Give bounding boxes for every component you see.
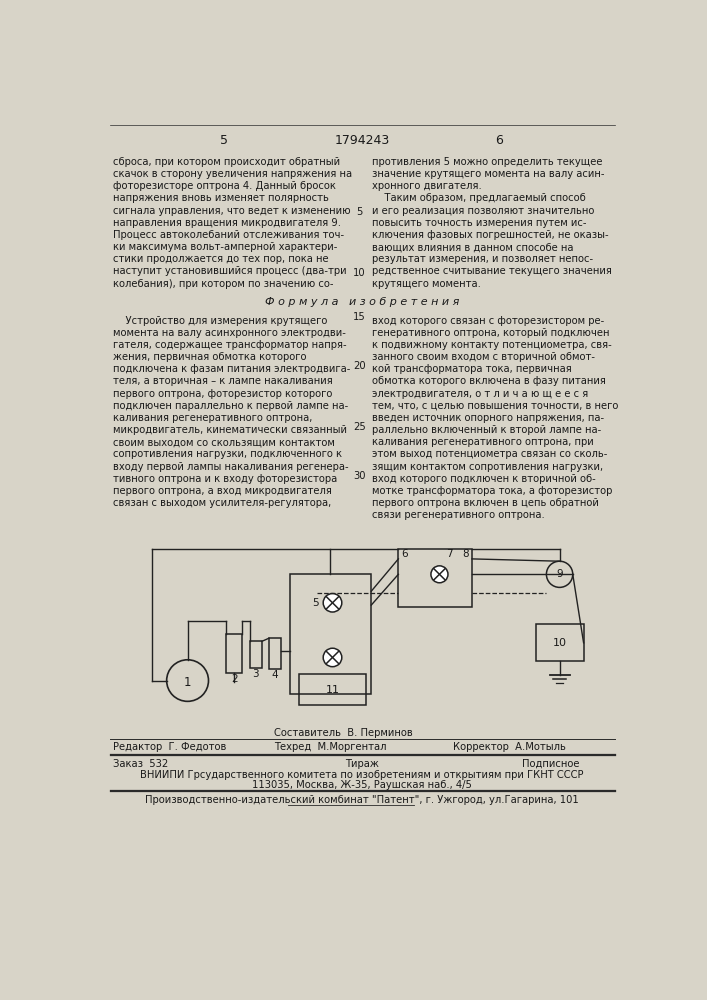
Text: 5: 5 (312, 598, 319, 608)
Text: 7: 7 (446, 549, 453, 559)
Text: Производственно-издательский комбинат "Патент", г. Ужгород, ул.Гагарина, 101: Производственно-издательский комбинат "П… (145, 795, 579, 805)
Text: Корректор  А.Мотыль: Корректор А.Мотыль (452, 742, 566, 752)
Text: 8: 8 (462, 549, 469, 559)
Text: Ф о р м у л а   и з о б р е т е н и я: Ф о р м у л а и з о б р е т е н и я (264, 297, 459, 307)
Text: значение крутящего момента на валу асин-: значение крутящего момента на валу асин- (372, 169, 604, 179)
Text: этом выход потенциометра связан со сколь-: этом выход потенциометра связан со сколь… (372, 449, 607, 459)
Text: 6: 6 (402, 549, 408, 559)
Text: 5: 5 (220, 134, 228, 147)
Text: подключена к фазам питания электродвига-: подключена к фазам питания электродвига- (113, 364, 351, 374)
Text: 9: 9 (556, 569, 563, 579)
Bar (299, 674, 366, 705)
Text: вающих влияния в данном способе на: вающих влияния в данном способе на (372, 242, 573, 252)
Text: 2: 2 (230, 674, 238, 684)
Text: скачок в сторону увеличения напряжения на: скачок в сторону увеличения напряжения н… (113, 169, 352, 179)
Text: к подвижному контакту потенциометра, свя-: к подвижному контакту потенциометра, свя… (372, 340, 612, 350)
Text: хронного двигателя.: хронного двигателя. (372, 181, 481, 191)
Text: кой трансформатора тока, первичная: кой трансформатора тока, первичная (372, 364, 572, 374)
Text: каливания регенеративного оптрона,: каливания регенеративного оптрона, (113, 413, 312, 423)
Circle shape (323, 648, 341, 667)
Bar (535, 624, 583, 661)
Text: сопротивления нагрузки, подключенного к: сопротивления нагрузки, подключенного к (113, 449, 342, 459)
Text: редственное считывание текущего значения: редственное считывание текущего значения (372, 266, 612, 276)
Text: Техред  М.Моргентал: Техред М.Моргентал (274, 742, 387, 752)
Text: Заказ  532: Заказ 532 (113, 759, 168, 769)
Text: 6: 6 (495, 134, 503, 147)
Text: генеративного оптрона, который подключен: генеративного оптрона, который подключен (372, 328, 609, 338)
Text: связан с выходом усилителя-регулятора,: связан с выходом усилителя-регулятора, (113, 498, 332, 508)
Text: жения, первичная обмотка которого: жения, первичная обмотка которого (113, 352, 307, 362)
Text: связи регенеративного оптрона.: связи регенеративного оптрона. (372, 510, 545, 520)
Bar (250, 641, 262, 668)
Text: Процесс автоколебаний отслеживания точ-: Процесс автоколебаний отслеживания точ- (113, 230, 344, 240)
Text: 10: 10 (354, 268, 366, 278)
Text: гателя, содержащее трансформатор напря-: гателя, содержащее трансформатор напря- (113, 340, 347, 350)
Text: фоторезисторе оптрона 4. Данный бросок: фоторезисторе оптрона 4. Данный бросок (113, 181, 336, 191)
Circle shape (323, 594, 341, 612)
Text: первого оптрона, фоторезистор которого: первого оптрона, фоторезистор которого (113, 389, 332, 399)
Text: первого оптрона, а вход микродвигателя: первого оптрона, а вход микродвигателя (113, 486, 332, 496)
Text: вход которого связан с фоторезистором ре-: вход которого связан с фоторезистором ре… (372, 316, 604, 326)
Text: Устройство для измерения крутящего: Устройство для измерения крутящего (113, 316, 327, 326)
Text: стики продолжается до тех пор, пока не: стики продолжается до тех пор, пока не (113, 254, 329, 264)
Text: тивного оптрона и к входу фоторезистора: тивного оптрона и к входу фоторезистора (113, 474, 337, 484)
Text: раллельно включенный к второй лампе на-: раллельно включенный к второй лампе на- (372, 425, 601, 435)
Text: 15: 15 (354, 312, 366, 322)
Bar (398, 549, 472, 607)
Text: 30: 30 (354, 471, 366, 481)
Text: Составитель  В. Перминов: Составитель В. Перминов (274, 728, 413, 738)
Text: противления 5 можно определить текущее: противления 5 можно определить текущее (372, 157, 602, 167)
Text: сигнала управления, что ведет к изменению: сигнала управления, что ведет к изменени… (113, 206, 351, 216)
Text: электродвигателя, о т л и ч а ю щ е е с я: электродвигателя, о т л и ч а ю щ е е с … (372, 389, 588, 399)
Text: 10: 10 (553, 638, 566, 648)
Text: направления вращения микродвигателя 9.: направления вращения микродвигателя 9. (113, 218, 341, 228)
Text: обмотка которого включена в фазу питания: обмотка которого включена в фазу питания (372, 376, 606, 386)
Text: своим выходом со скользящим контактом: своим выходом со скользящим контактом (113, 437, 335, 447)
Text: 4: 4 (271, 670, 279, 680)
Text: ВНИИПИ Грсударственного комитета по изобретениям и открытиям при ГКНТ СССР: ВНИИПИ Грсударственного комитета по изоб… (140, 770, 584, 780)
Text: каливания регенеративного оптрона, при: каливания регенеративного оптрона, при (372, 437, 594, 447)
Text: и его реализация позволяют значительно: и его реализация позволяют значительно (372, 206, 595, 216)
Bar (269, 638, 281, 669)
Text: тем, что, с целью повышения точности, в него: тем, что, с целью повышения точности, в … (372, 401, 619, 411)
Text: первого оптрона включен в цепь обратной: первого оптрона включен в цепь обратной (372, 498, 599, 508)
Circle shape (431, 566, 448, 583)
Text: сброса, при котором происходит обратный: сброса, при котором происходит обратный (113, 157, 340, 167)
Text: зящим контактом сопротивления нагрузки,: зящим контактом сопротивления нагрузки, (372, 462, 603, 472)
Text: 5: 5 (356, 207, 363, 217)
Text: 1794243: 1794243 (334, 134, 390, 147)
Text: занного своим входом с вторичной обмот-: занного своим входом с вторичной обмот- (372, 352, 595, 362)
Text: Редактор  Г. Федотов: Редактор Г. Федотов (113, 742, 226, 752)
Text: 3: 3 (252, 669, 259, 679)
Text: теля, а вторичная – к лампе накаливания: теля, а вторичная – к лампе накаливания (113, 376, 333, 386)
Text: 113035, Москва, Ж-35, Раушская наб., 4/5: 113035, Москва, Ж-35, Раушская наб., 4/5 (252, 780, 472, 790)
Text: ключения фазовых погрешностей, не оказы-: ключения фазовых погрешностей, не оказы- (372, 230, 609, 240)
Text: микродвигатель, кинематически связанный: микродвигатель, кинематически связанный (113, 425, 347, 435)
Text: подключен параллельно к первой лампе на-: подключен параллельно к первой лампе на- (113, 401, 349, 411)
Text: Тираж: Тираж (345, 759, 379, 769)
Text: ки максимума вольт-амперной характери-: ки максимума вольт-амперной характери- (113, 242, 337, 252)
Text: 11: 11 (325, 685, 339, 695)
Text: вход которого подключен к вторичной об-: вход которого подключен к вторичной об- (372, 474, 596, 484)
Text: колебания), при котором по значению со-: колебания), при котором по значению со- (113, 279, 334, 289)
Text: момента на валу асинхронного электродви-: момента на валу асинхронного электродви- (113, 328, 346, 338)
Bar (226, 634, 242, 673)
Text: Подписное: Подписное (522, 759, 580, 769)
Text: крутящего момента.: крутящего момента. (372, 279, 481, 289)
Text: 25: 25 (354, 422, 366, 432)
Text: входу первой лампы накаливания регенера-: входу первой лампы накаливания регенера- (113, 462, 349, 472)
Text: наступит установившийся процесс (два-три: наступит установившийся процесс (два-три (113, 266, 347, 276)
Text: введен источник опорного напряжения, па-: введен источник опорного напряжения, па- (372, 413, 604, 423)
Bar (290, 574, 371, 694)
Text: напряжения вновь изменяет полярность: напряжения вновь изменяет полярность (113, 193, 329, 203)
Text: мотке трансформатора тока, а фоторезистор: мотке трансформатора тока, а фоторезисто… (372, 486, 612, 496)
Text: Таким образом, предлагаемый способ: Таким образом, предлагаемый способ (372, 193, 586, 203)
Text: повысить точность измерения путем ис-: повысить точность измерения путем ис- (372, 218, 587, 228)
Text: 20: 20 (354, 361, 366, 371)
Text: результат измерения, и позволяет непос-: результат измерения, и позволяет непос- (372, 254, 593, 264)
Text: 1: 1 (184, 676, 192, 689)
